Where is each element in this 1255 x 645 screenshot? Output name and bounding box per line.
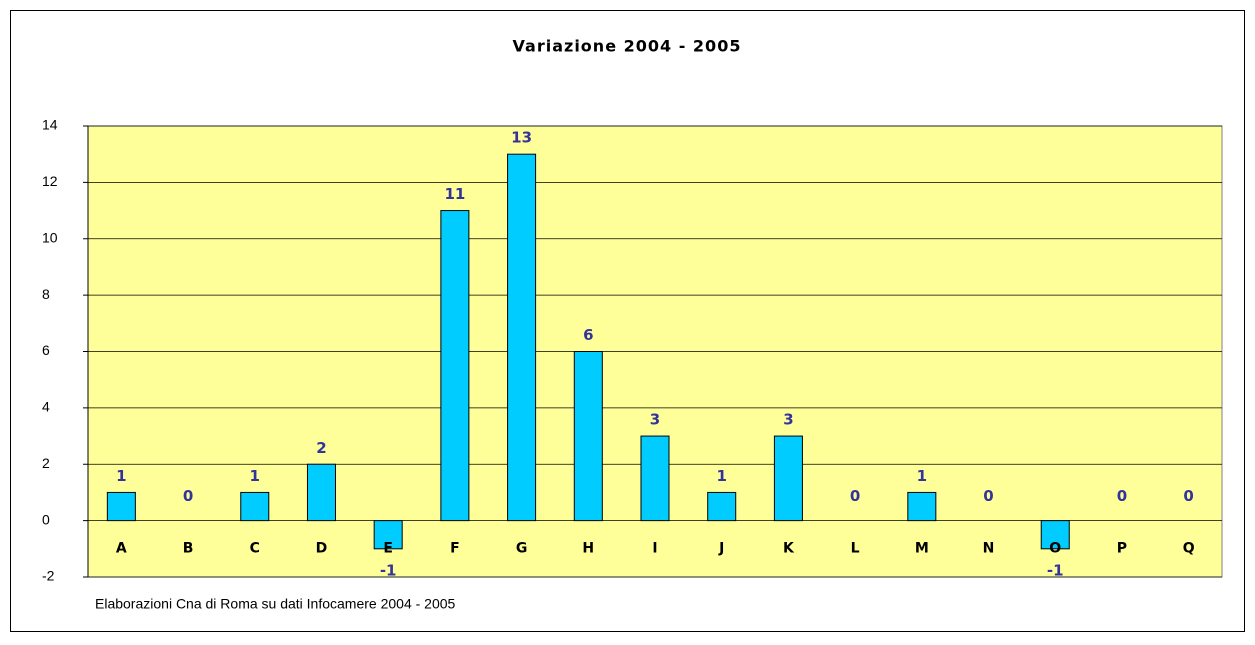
source-note: Elaborazioni Cna di Roma su dati Infocam… bbox=[95, 596, 456, 612]
y-tick-label: -2 bbox=[42, 568, 55, 584]
y-tick-label: 2 bbox=[42, 455, 50, 471]
data-label: 1 bbox=[716, 467, 726, 485]
data-label: 13 bbox=[511, 129, 532, 147]
data-label: 1 bbox=[917, 467, 927, 485]
x-tick-label: N bbox=[983, 541, 995, 557]
bar bbox=[707, 491, 737, 522]
bar bbox=[440, 210, 470, 522]
y-tick-label: 0 bbox=[42, 511, 50, 527]
data-label: 6 bbox=[583, 326, 593, 344]
x-tick-label: J bbox=[718, 541, 724, 557]
x-tick-label: G bbox=[516, 541, 528, 557]
x-tick-label: H bbox=[582, 541, 594, 557]
x-tick-label: K bbox=[783, 541, 795, 557]
y-tick-label: 4 bbox=[42, 399, 50, 415]
x-tick-label: B bbox=[183, 541, 194, 557]
data-label: 1 bbox=[116, 467, 126, 485]
y-tick-label: 10 bbox=[42, 229, 58, 245]
data-label: 0 bbox=[1183, 487, 1193, 505]
x-tick-label: P bbox=[1117, 541, 1127, 557]
x-tick-label: M bbox=[915, 541, 929, 557]
x-tick-label: E bbox=[383, 541, 393, 557]
data-label: 11 bbox=[444, 185, 465, 203]
x-tick-label: O bbox=[1049, 541, 1061, 557]
data-label: 2 bbox=[316, 439, 326, 457]
data-label: 0 bbox=[183, 487, 193, 505]
y-tick-label: 14 bbox=[42, 117, 58, 133]
x-tick-label: L bbox=[851, 541, 860, 557]
bar bbox=[907, 491, 937, 522]
bar bbox=[773, 435, 803, 522]
x-tick-label: I bbox=[652, 541, 657, 557]
data-label: 1 bbox=[250, 467, 260, 485]
bar bbox=[106, 491, 136, 522]
x-tick-label: Q bbox=[1183, 541, 1195, 557]
data-label: 0 bbox=[983, 487, 993, 505]
bar bbox=[306, 463, 336, 522]
bar bbox=[1040, 520, 1070, 550]
y-tick-label: 12 bbox=[42, 173, 58, 189]
data-label: 3 bbox=[650, 411, 660, 429]
chart-title: Variazione 2004 - 2005 bbox=[513, 37, 742, 56]
data-label: -1 bbox=[1047, 561, 1064, 579]
bar bbox=[240, 491, 270, 522]
bar bbox=[507, 153, 537, 522]
y-tick-label: 6 bbox=[42, 342, 50, 358]
x-tick-label: A bbox=[116, 541, 127, 557]
x-tick-label: D bbox=[316, 541, 328, 557]
bar bbox=[640, 435, 670, 522]
data-label: 0 bbox=[1117, 487, 1127, 505]
data-label: 0 bbox=[850, 487, 860, 505]
x-tick-label: C bbox=[250, 541, 260, 557]
bar bbox=[373, 520, 403, 550]
bar bbox=[573, 351, 603, 522]
data-label: -1 bbox=[380, 561, 397, 579]
data-label: 3 bbox=[783, 411, 793, 429]
x-tick-label: F bbox=[450, 541, 460, 557]
y-tick-label: 8 bbox=[42, 286, 50, 302]
